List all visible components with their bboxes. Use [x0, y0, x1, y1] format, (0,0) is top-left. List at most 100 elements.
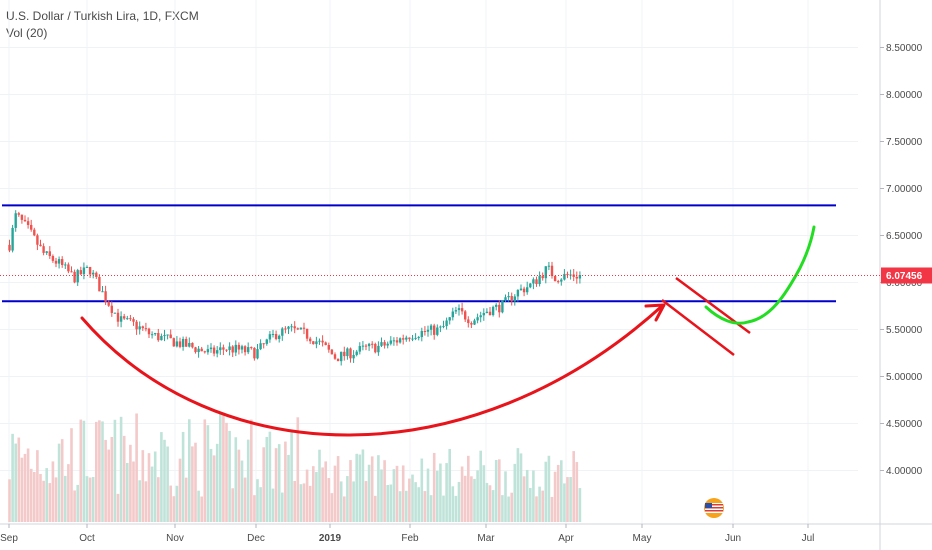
candle-body [92, 272, 95, 275]
candle-body [383, 342, 386, 346]
candle-body [544, 266, 547, 279]
candle-body [119, 316, 123, 322]
candle-body [408, 337, 411, 339]
volume-bar [488, 485, 492, 522]
volume-bar [414, 482, 417, 522]
volume-indicator-label[interactable]: Vol (20) [6, 26, 48, 40]
flag-stripe [705, 504, 723, 506]
channel-line-lower [661, 299, 735, 356]
candle-body [374, 343, 377, 353]
volume-bar [401, 465, 405, 522]
volume-bar [476, 470, 479, 522]
candle-body [482, 313, 485, 316]
candle-body [343, 351, 346, 357]
candle-body [132, 319, 135, 322]
trend-drawings [80, 225, 816, 437]
candle-body [64, 264, 67, 266]
candle-body [234, 344, 237, 353]
volume-bar [253, 495, 256, 522]
volume-bar [101, 421, 104, 522]
candle-body [98, 276, 101, 292]
volume-bar [553, 471, 557, 522]
candle-body [315, 341, 318, 345]
volume-bar [82, 420, 86, 522]
volume-bar [284, 441, 287, 522]
volume-bar [48, 483, 52, 522]
volume-bar [473, 478, 476, 522]
volume-bar [184, 477, 188, 522]
volume-bar [246, 439, 250, 522]
candle-body [209, 347, 213, 350]
volume-bar [498, 459, 501, 522]
candle-body [45, 251, 48, 253]
volume-bar [76, 484, 79, 522]
candle-body [169, 334, 172, 339]
volume-bar [274, 448, 278, 522]
volume-bar [525, 469, 529, 522]
volume-bar [132, 461, 135, 522]
volume-bar [178, 458, 182, 522]
candle-body [290, 326, 293, 328]
volume-bar [501, 495, 504, 522]
volume-bar [95, 421, 98, 522]
volume-bar [454, 495, 458, 522]
candle-body [57, 259, 61, 264]
volume-bar [42, 480, 45, 522]
volume-bar [14, 443, 17, 522]
volume-bar [287, 454, 290, 522]
volume-bar [113, 419, 117, 522]
time-axis[interactable]: Sep Oct Nov Dec 2019 Feb Mar Apr May Jun Jul [0, 523, 932, 544]
candle-body [352, 354, 355, 359]
volume-bar [147, 453, 151, 522]
flag-stripe [705, 507, 723, 509]
volume-bar [126, 462, 129, 522]
cup-arc [80, 304, 664, 437]
volume-bar [389, 484, 393, 522]
candle-body [566, 273, 569, 275]
candle-body [82, 267, 86, 275]
volume-bar [166, 446, 169, 522]
candle-body [287, 326, 290, 329]
candle-body [222, 347, 225, 350]
volume-bar [188, 419, 191, 522]
volume-bar [408, 478, 411, 522]
candle-body [157, 333, 160, 341]
volume-bar [305, 469, 309, 522]
chart-title: U.S. Dollar / Turkish Lira, 1D, FXCM [6, 9, 199, 23]
candle-body [309, 338, 312, 342]
volume-bar [110, 437, 114, 522]
volume-bar [380, 469, 383, 522]
candle-body [364, 345, 368, 347]
candle-body [470, 323, 473, 325]
candle-body [501, 300, 504, 313]
candle-body [185, 338, 188, 347]
candle-body [172, 338, 175, 347]
candle-body [274, 334, 278, 340]
volume-bar [228, 430, 231, 522]
volume-bar [575, 462, 579, 522]
candle-body [154, 333, 157, 335]
volume-bar [107, 449, 110, 522]
candle-body [498, 304, 501, 313]
volume-bar [349, 460, 352, 522]
candle-body [476, 317, 479, 321]
candle-body [464, 311, 467, 320]
candle-body [346, 348, 349, 357]
x-tick-label: Sep [0, 533, 18, 544]
volume-bar [479, 450, 482, 522]
volume-bar [547, 455, 551, 522]
candle-body [163, 335, 166, 337]
volume-bar [181, 431, 185, 522]
volume-bar [194, 442, 197, 522]
candle-body [417, 337, 420, 339]
candle-body [457, 308, 461, 311]
volume-bar [104, 439, 107, 522]
candle-body [95, 272, 98, 277]
volume-bar [529, 487, 532, 522]
candle-body [321, 340, 324, 343]
candle-body [88, 266, 92, 275]
candle-body [51, 256, 55, 261]
candle-body [104, 291, 107, 302]
